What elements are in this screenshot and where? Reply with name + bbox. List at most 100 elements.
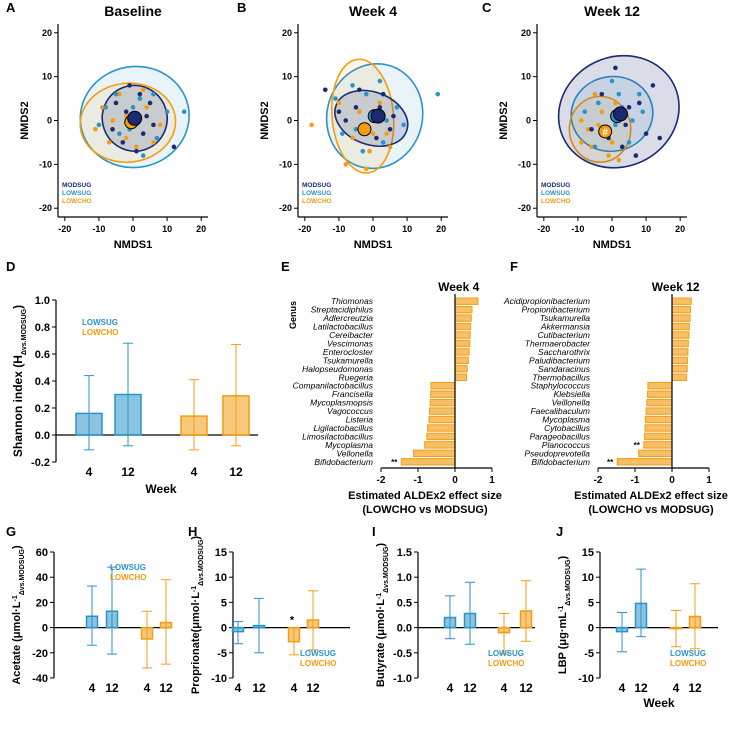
genus-label: Halopseudomonas [302, 364, 374, 374]
x-tick-label: -1 [631, 475, 640, 486]
x-category-label: 12 [463, 681, 477, 695]
legend-lowcho: LOWCHO [110, 573, 146, 582]
effect-bar [424, 441, 456, 449]
y-tick-label: 5 [588, 597, 594, 609]
point-modsug [353, 105, 359, 110]
point-modsug [391, 113, 396, 119]
x-tick-label: -10 [571, 224, 584, 234]
y-tick-label: 0.5 [397, 597, 412, 609]
point-modsug [374, 135, 379, 141]
genus-label: Vagococcus [327, 406, 374, 416]
point-lowsug [640, 109, 645, 115]
y-tick-label: 0 [221, 623, 227, 635]
y-tick-label: -20 [518, 203, 531, 213]
point-lowsug [616, 91, 622, 97]
y-tick-label: -10 [39, 159, 52, 169]
x-axis-label: Estimated ALDEx2 effect size [348, 490, 502, 502]
x-axis-label-line2: (LOWCHO vs MODSUG) [362, 504, 488, 516]
point-modsug [650, 83, 656, 88]
y-axis-label: Genus [288, 301, 298, 329]
genus-label: Faecalibaculum [530, 406, 590, 416]
effect-bar [454, 297, 479, 305]
genus-label: Planococcus [542, 440, 591, 450]
effect-bar [644, 432, 673, 441]
x-tick-label: 20 [196, 224, 206, 234]
panel-letter: I [372, 524, 376, 539]
effect-bar [454, 331, 471, 339]
point-lowcho [579, 140, 584, 145]
y-tick-label: 20 [282, 28, 292, 38]
effect-bar [426, 432, 456, 441]
genus-label: Listeria [346, 415, 374, 425]
genus-label: Propionibacterium [521, 305, 590, 315]
x-category-label: 4 [619, 681, 626, 695]
genus-label: Latilactobacillus [313, 322, 374, 332]
sig-marker: ** [607, 458, 614, 467]
point-modsug [134, 148, 139, 154]
y-tick-label: 20 [521, 28, 531, 38]
point-modsug [589, 126, 594, 132]
point-lowcho [144, 105, 149, 110]
centroid-lowcho [357, 122, 372, 137]
legend-lowsug: LOWSUG [110, 563, 146, 572]
y-tick-label: 1.0 [397, 572, 412, 584]
point-lowsug [360, 148, 366, 154]
point-lowcho [157, 122, 163, 128]
point-lowcho [589, 144, 594, 150]
genus-label: Bifidobacterium [314, 457, 373, 467]
bar-panel-D: -0.2 0.0 0.2 0.4 0.6 0.8 1.0 4 12 4 12 LOWSUGLOWCHO… [11, 295, 258, 496]
x-tick-label: -2 [594, 475, 603, 486]
y-axis-label: Acetate (μmol·L-1Δvs.MODSUG) [11, 545, 26, 685]
x-axis-label: Estimated ALDEx2 effect size [574, 490, 728, 502]
point-lowsug [596, 100, 601, 106]
panel-letter: B [237, 0, 246, 15]
legend-lowsug: LOWSUG [300, 649, 336, 658]
genus-label: Enterocloster [323, 347, 374, 357]
point-lowsug [609, 78, 615, 84]
effect-bar [646, 398, 673, 407]
x-category-label: 12 [229, 465, 243, 479]
effect-bar [427, 424, 456, 432]
y-tick-label: 0 [42, 623, 48, 635]
x-category-label: 4 [89, 681, 96, 695]
point-lowcho [110, 118, 115, 123]
effect-bar [671, 314, 691, 322]
point-modsug [623, 122, 628, 128]
x-tick-label: -20 [58, 224, 71, 234]
effect-bar [644, 415, 673, 424]
point-lowcho [384, 131, 389, 136]
point-modsug [619, 144, 625, 150]
point-modsug [599, 91, 605, 97]
x-category-label: 4 [235, 681, 242, 695]
y-tick-label: -0.2 [31, 457, 50, 469]
nmds-panel-B: -20 -10 0 10 20 -20 -10 0 10 20 Week 4 NMDS1 NMDS2 MO… [259, 3, 448, 251]
x-tick-label: -2 [377, 475, 386, 486]
x-tick-label: -20 [537, 224, 550, 234]
y-tick-label: 0.2 [35, 403, 50, 415]
genus-label: Francisella [332, 389, 373, 399]
y-axis-label: Butyrate (μmol·L-1Δvs.MODSUG) [375, 543, 390, 688]
point-lowsug [582, 109, 588, 115]
genus-label: Cytobacillus [544, 423, 591, 433]
effect-bar [454, 365, 468, 373]
x-axis-label: Week [145, 482, 176, 496]
effect-bar [671, 322, 690, 331]
effect-bar [638, 449, 673, 458]
point-lowcho [343, 162, 349, 167]
point-lowsug [140, 153, 146, 158]
genus-label: Streptacidiphilus [311, 305, 374, 315]
y-tick-label: 10 [521, 72, 531, 82]
point-modsug [123, 109, 129, 115]
y-tick-label: 1.0 [35, 295, 50, 307]
point-lowcho [613, 100, 618, 106]
x-tick-label: 0 [669, 475, 675, 486]
point-lowcho [599, 109, 605, 115]
y-tick-label: 40 [36, 572, 48, 584]
legend-lowcho: LOWCHO [488, 659, 524, 668]
y-tick-label: 0.4 [35, 376, 51, 388]
panel-letter: J [556, 524, 563, 539]
genus-label: Companilactobacillus [293, 381, 374, 391]
effect-bar [454, 348, 470, 356]
